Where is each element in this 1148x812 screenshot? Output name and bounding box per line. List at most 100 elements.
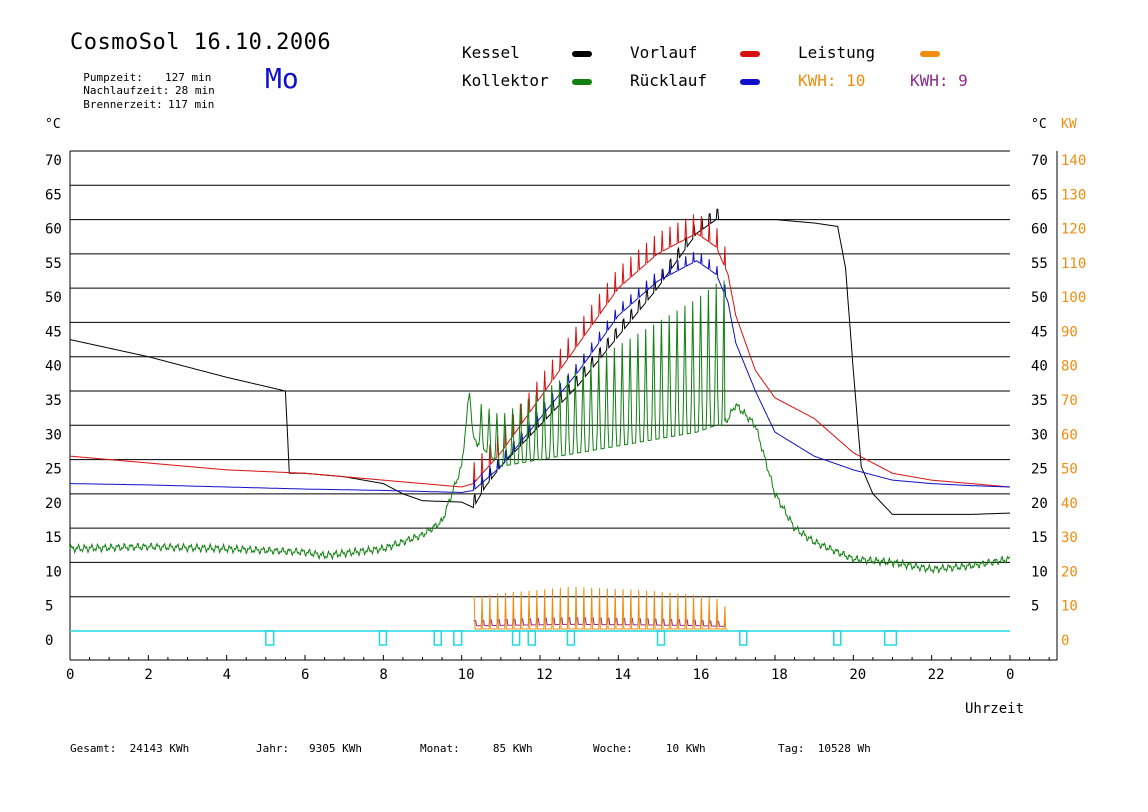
- weekday-label: Mo: [265, 62, 299, 95]
- x-tick-label: 0: [66, 667, 74, 683]
- y-right-tick-label: 60: [1031, 222, 1048, 238]
- y2-tick-label: 30: [1061, 530, 1078, 546]
- chart-title: CosmoSol 16.10.2006: [70, 30, 332, 55]
- series-line-vorlauf: [69, 214, 1011, 488]
- pump-run-marker: [739, 630, 748, 646]
- kwh2-line: [473, 617, 727, 627]
- pump-run-marker: [511, 630, 521, 646]
- x-tick-label: 6: [301, 667, 309, 683]
- total-jahr: Jahr: 9305 KWh: [256, 742, 362, 755]
- y-right-tick-label: 10: [1031, 564, 1048, 580]
- x-tick-label: 14: [614, 667, 631, 683]
- legend-leistung-swatch: [920, 51, 940, 57]
- y-tick-label: 15: [45, 530, 62, 546]
- legend-kessel: Kessel: [462, 43, 520, 62]
- y2-tick-label: 50: [1061, 462, 1078, 478]
- stat-value: 117 min: [168, 98, 215, 111]
- y-right-tick-label: 70: [1031, 153, 1048, 169]
- x-tick-label: 10: [458, 667, 475, 683]
- y-tick-label: 65: [45, 187, 62, 203]
- y2-tick-label: 100: [1061, 290, 1086, 306]
- pump-run-marker: [453, 630, 463, 646]
- total-tag: Tag: 10528 Wh: [778, 742, 871, 755]
- x-tick-label: 8: [379, 667, 387, 683]
- x-tick-label: 20: [849, 667, 866, 683]
- stat-value: 127 min: [165, 71, 212, 84]
- series-line-kollektor: [69, 280, 1011, 575]
- y2-tick-label: 90: [1061, 324, 1078, 340]
- stat-value: 28 min: [175, 84, 215, 97]
- stat-nachlaufzeit: Nachlaufzeit: 28 min: [70, 71, 215, 97]
- y-right-tick-label: 5: [1031, 599, 1039, 615]
- y-tick-label: 35: [45, 393, 62, 409]
- y-tick-label: 5: [45, 599, 53, 615]
- y2-tick-label: 130: [1061, 187, 1086, 203]
- legend-ruecklauf-swatch: [740, 79, 760, 85]
- legend-leistung: Leistung: [798, 43, 876, 62]
- y-tick-label: 55: [45, 256, 62, 272]
- pump-run-marker: [265, 630, 275, 646]
- x-tick-label: 16: [693, 667, 710, 683]
- x-tick-label: 0: [1006, 667, 1014, 683]
- y2-tick-label: 70: [1061, 393, 1078, 409]
- y-right-tick-label: 30: [1031, 427, 1048, 443]
- pump-run-marker: [883, 630, 898, 646]
- series-line-ruecklauf: [70, 252, 1010, 493]
- series-lines: [69, 208, 1011, 632]
- y2-tick-label: 0: [1061, 633, 1069, 649]
- series-line-kessel: [69, 208, 1010, 515]
- y-tick-label: 40: [45, 359, 62, 375]
- stat-label: Nachlaufzeit:: [83, 84, 170, 97]
- total-monat: Monat: 85 KWh: [420, 742, 533, 755]
- y-tick-label: 30: [45, 427, 62, 443]
- pump-run-marker: [833, 630, 842, 646]
- x-axis-label: Uhrzeit: [965, 701, 1025, 717]
- y-right-tick-label: 20: [1031, 496, 1048, 512]
- x-tick-label: 2: [144, 667, 152, 683]
- total-gesamt: Gesamt: 24143 KWh: [70, 742, 190, 755]
- y2-tick-label: 120: [1061, 222, 1086, 238]
- y2-tick-label: 60: [1061, 427, 1078, 443]
- pump-run-marker: [656, 630, 666, 646]
- y2-tick-label: 80: [1061, 359, 1078, 375]
- y-tick-label: 25: [45, 462, 62, 478]
- legend-kessel-swatch: [572, 51, 592, 57]
- total-woche: Woche: 10 KWh: [593, 742, 706, 755]
- legend-ruecklauf: Rücklauf: [630, 71, 708, 90]
- y-tick-label: 50: [45, 290, 62, 306]
- stat-label: Pumpzeit:: [83, 71, 143, 84]
- pump-run-marker: [433, 630, 442, 646]
- y2-tick-label: 110: [1061, 256, 1086, 272]
- legend-vorlauf-swatch: [740, 51, 760, 57]
- series-line-leistung: [473, 586, 729, 632]
- y-tick-label: 45: [45, 324, 62, 340]
- y-tick-label: 70: [45, 153, 62, 169]
- pump-run-marker: [378, 630, 388, 646]
- pump-run-marker: [527, 630, 536, 646]
- y-right-tick-label: 50: [1031, 290, 1048, 306]
- axes: [69, 151, 1058, 661]
- y-right-tick-label: 40: [1031, 359, 1048, 375]
- y-tick-label: 10: [45, 564, 62, 580]
- tick-labels: 0510152025303540455055606570510152025303…: [45, 153, 1086, 683]
- right-axis-unit-temp: °C: [1031, 117, 1047, 132]
- legend-kwh-2: KWH: 9: [910, 71, 968, 90]
- y-tick-label: 20: [45, 496, 62, 512]
- y-right-tick-label: 35: [1031, 393, 1048, 409]
- stat-pumpzeit: Pumpzeit: 127 min: [70, 58, 211, 84]
- y-right-tick-label: 45: [1031, 324, 1048, 340]
- y-tick-label: 60: [45, 222, 62, 238]
- stat-label: Brennerzeit:: [83, 98, 163, 111]
- pump-indicators: [70, 630, 1010, 646]
- y-right-tick-label: 55: [1031, 256, 1048, 272]
- x-tick-label: 12: [536, 667, 553, 683]
- y2-tick-label: 140: [1061, 153, 1086, 169]
- legend-vorlauf: Vorlauf: [630, 43, 698, 62]
- stat-brennerzeit: Brennerzeit: 117 min: [70, 85, 214, 111]
- left-axis-unit: °C: [45, 117, 61, 132]
- right-axis-unit-power: KW: [1061, 117, 1077, 132]
- x-tick-label: 18: [771, 667, 788, 683]
- legend-kwh-1: KWH: 10: [798, 71, 866, 90]
- y2-tick-label: 20: [1061, 564, 1078, 580]
